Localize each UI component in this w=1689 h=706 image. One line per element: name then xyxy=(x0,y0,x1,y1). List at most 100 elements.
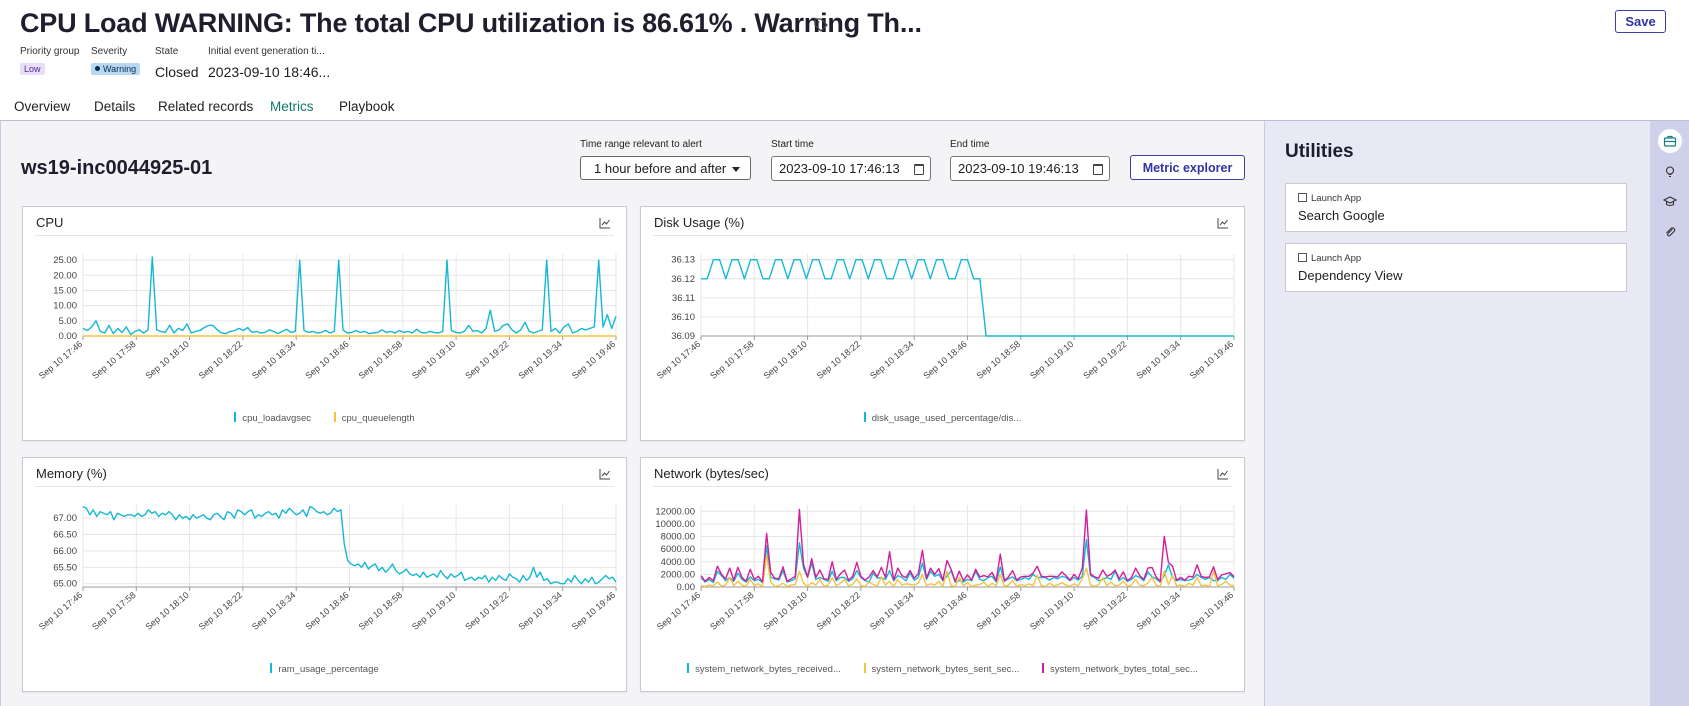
severity-label: Severity xyxy=(91,46,128,57)
utility-kind: Launch App xyxy=(1298,193,1361,204)
x-tick-label: Sep 10 19:10 xyxy=(410,590,457,632)
time-range-value: 1 hour before and after xyxy=(594,161,727,176)
initial-event-value: 2023-09-10 18:46... xyxy=(208,64,331,80)
x-tick-label: Sep 10 19:22 xyxy=(1081,339,1128,381)
x-tick-label: Sep 10 17:58 xyxy=(90,339,137,381)
tab-metrics[interactable]: Metrics xyxy=(258,95,326,122)
y-tick-label: 10000.00 xyxy=(655,519,695,530)
chart-icon[interactable] xyxy=(599,468,611,480)
tab-overview[interactable]: Overview xyxy=(14,99,71,114)
initial-event-field: Initial event generation ti... 2023-09-1… xyxy=(208,46,330,80)
tabs-divider xyxy=(0,120,1689,121)
end-time-input[interactable]: 2023-09-10 19:46:13 xyxy=(950,156,1110,181)
chart-divider xyxy=(653,235,1232,236)
x-tick-label: Sep 10 18:10 xyxy=(143,339,190,381)
x-tick-label: Sep 10 17:46 xyxy=(37,339,84,381)
y-tick-label: 36.10 xyxy=(671,312,695,323)
legend-item[interactable]: system_network_bytes_received... xyxy=(687,663,841,675)
series-line xyxy=(700,554,1235,588)
x-tick-label: Sep 10 19:46 xyxy=(1188,339,1235,381)
chart-icon[interactable] xyxy=(599,217,611,229)
x-tick-label: Sep 10 18:34 xyxy=(868,339,915,381)
x-tick-label: Sep 10 19:22 xyxy=(463,339,510,381)
legend-label: system_network_bytes_sent_sec... xyxy=(871,664,1020,675)
chart-title: Network (bytes/sec) xyxy=(654,466,769,481)
graduation-cap-icon[interactable] xyxy=(1658,190,1682,214)
priority-group-label: Priority group xyxy=(20,46,80,57)
y-tick-label: 0.00 xyxy=(59,331,78,342)
start-time-value: 2023-09-10 17:46:13 xyxy=(779,161,900,176)
x-tick-label: Sep 10 18:10 xyxy=(143,590,190,632)
x-tick-label: Sep 10 18:10 xyxy=(761,339,808,381)
start-time-input[interactable]: 2023-09-10 17:46:13 xyxy=(771,156,931,181)
legend-label: system_network_bytes_total_sec... xyxy=(1050,664,1198,675)
paperclip-icon[interactable] xyxy=(1658,220,1682,244)
utilities-panel: Utilities Launch App Search Google Launc… xyxy=(1264,121,1651,706)
severity-badge: Warning xyxy=(91,63,141,75)
severity-dot-icon xyxy=(95,66,100,71)
legend-item[interactable]: cpu_queuelength xyxy=(333,412,415,424)
x-tick-label: Sep 10 18:46 xyxy=(303,339,350,381)
y-tick-label: 65.50 xyxy=(53,562,77,573)
x-tick-label: Sep 10 18:46 xyxy=(921,590,968,632)
x-tick-label: Sep 10 19:46 xyxy=(570,590,617,632)
x-tick-label: Sep 10 18:58 xyxy=(357,339,404,381)
metric-explorer-button[interactable]: Metric explorer xyxy=(1130,155,1245,180)
series-line xyxy=(701,259,1234,337)
utility-dependency-view[interactable]: Launch App Dependency View xyxy=(1285,243,1627,292)
tab-related-records[interactable]: Related records xyxy=(158,99,254,114)
chart-card-network: Network (bytes/sec) 0.00 2000.00 4000.00 60… xyxy=(640,457,1245,692)
x-tick-label: Sep 10 18:34 xyxy=(250,590,297,632)
legend-item[interactable]: cpu_loadavgsec xyxy=(234,412,311,424)
save-button[interactable]: Save xyxy=(1615,10,1666,33)
y-tick-label: 4000.00 xyxy=(661,557,695,568)
x-tick-label: Sep 10 19:10 xyxy=(1028,590,1075,632)
tab-playbook[interactable]: Playbook xyxy=(339,99,395,114)
legend-item[interactable]: system_network_bytes_total_sec... xyxy=(1042,663,1198,675)
y-tick-label: 25.00 xyxy=(53,255,77,266)
series-line xyxy=(82,505,617,585)
legend-swatch xyxy=(270,663,273,673)
time-range-select[interactable]: 1 hour before and after xyxy=(580,156,751,180)
severity-value: Warning xyxy=(103,64,137,74)
y-tick-label: 67.00 xyxy=(53,513,77,524)
chart-icon[interactable] xyxy=(1217,468,1229,480)
chart-legend: cpu_loadavgsec cpu_queuelength xyxy=(23,412,626,424)
x-tick-label: Sep 10 19:22 xyxy=(463,590,510,632)
y-tick-label: 0.00 xyxy=(677,582,696,593)
x-tick-label: Sep 10 17:46 xyxy=(655,339,702,381)
y-tick-label: 20.00 xyxy=(53,270,77,281)
state-label: State xyxy=(155,46,179,57)
initial-event-label: Initial event generation ti... xyxy=(208,46,325,57)
tag-icon[interactable] xyxy=(813,17,829,33)
briefcase-icon[interactable] xyxy=(1658,129,1682,153)
y-tick-label: 65.00 xyxy=(53,579,77,590)
chart-divider xyxy=(653,486,1232,487)
series-line xyxy=(700,508,1235,583)
series-line xyxy=(82,256,617,336)
legend-item[interactable]: disk_usage_used_percentage/dis... xyxy=(863,412,1021,424)
lightbulb-icon[interactable] xyxy=(1658,160,1682,184)
record-header: CPU Load WARNING: The total CPU utilizat… xyxy=(0,0,1689,122)
right-rail xyxy=(1650,121,1689,706)
y-tick-label: 5.00 xyxy=(59,316,78,327)
legend-label: ram_usage_percentage xyxy=(278,664,379,675)
utility-search-google[interactable]: Launch App Search Google xyxy=(1285,183,1627,232)
x-tick-label: Sep 10 18:58 xyxy=(975,590,1022,632)
x-tick-label: Sep 10 19:34 xyxy=(517,339,564,381)
calendar-icon[interactable] xyxy=(1093,164,1103,175)
y-tick-label: 8000.00 xyxy=(661,532,695,543)
legend-item[interactable]: ram_usage_percentage xyxy=(270,663,379,675)
tab-details[interactable]: Details xyxy=(94,99,136,114)
y-tick-label: 36.11 xyxy=(672,293,695,304)
legend-swatch xyxy=(687,663,690,673)
chart-icon[interactable] xyxy=(1217,217,1229,229)
y-tick-label: 6000.00 xyxy=(661,544,695,555)
series-line xyxy=(700,539,1235,584)
x-tick-label: Sep 10 19:34 xyxy=(517,590,564,632)
calendar-icon[interactable] xyxy=(914,164,924,175)
x-tick-label: Sep 10 18:46 xyxy=(921,339,968,381)
x-tick-label: Sep 10 18:22 xyxy=(815,339,862,381)
legend-item[interactable]: system_network_bytes_sent_sec... xyxy=(863,663,1020,675)
